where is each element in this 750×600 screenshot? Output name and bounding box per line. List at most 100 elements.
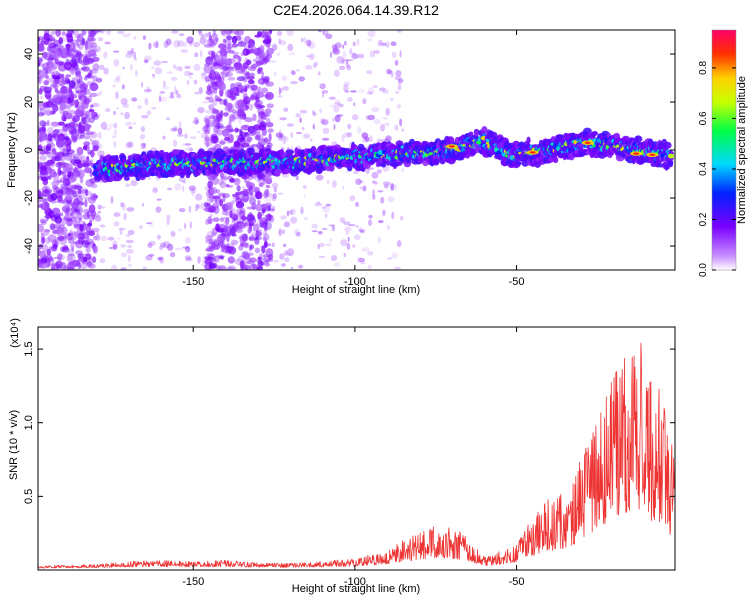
spectrogram-cell (215, 37, 219, 42)
spectrogram-cell (39, 250, 47, 259)
spectrogram-cell (246, 136, 253, 142)
spectrogram-cell (82, 57, 91, 66)
spectrogram-cell (247, 132, 256, 136)
spectrogram-cell (188, 185, 196, 191)
snr-frame (37, 326, 676, 571)
spectrogram-cell (233, 140, 240, 148)
spectrogram-cell (398, 78, 404, 83)
spectrogram-cell (231, 35, 238, 45)
spectrogram-cell (245, 71, 251, 79)
spectrogram-cell (380, 196, 385, 204)
spectrogram-cell (246, 206, 255, 210)
spectrogram-cell (261, 127, 267, 136)
spectrogram-cell (360, 261, 366, 265)
spectrogram-cell (279, 88, 283, 94)
spectrogram-cell (122, 33, 130, 38)
spectrogram-cell (172, 64, 177, 69)
spectrogram-cell (63, 61, 72, 71)
spectrogram-cell (185, 146, 193, 152)
spectrogram-cell (261, 207, 266, 214)
spectrogram-cell (178, 66, 183, 72)
spectrogram-cell (68, 261, 77, 266)
spectrogram-cell (54, 240, 58, 247)
spectrogram-cell (156, 198, 162, 201)
spectrogram-cell (387, 257, 393, 260)
spectrogram-cell (212, 217, 220, 222)
spectrogram-cell (265, 139, 271, 145)
spectrogram-cell (112, 244, 118, 250)
spectrogram-cell (227, 175, 233, 180)
spectrogram-cell (330, 255, 338, 262)
spectrogram-cell (178, 176, 186, 183)
spectrogram-cell (178, 120, 182, 128)
spectrogram-cell (266, 117, 271, 126)
spectrogram-cell (210, 61, 220, 70)
spectrogram-cell (368, 87, 375, 94)
spectrogram-cell (147, 242, 153, 248)
spectrogram-cell (322, 30, 329, 36)
spectrogram-cell (86, 262, 92, 266)
spectrogram-cell (174, 247, 183, 251)
spectrogram-cell (147, 86, 150, 91)
spectrogram-cell (390, 98, 394, 101)
spectrogram-cell (367, 251, 374, 256)
spectrogram-cell (334, 69, 340, 77)
spectrogram-cell (384, 138, 390, 142)
spectrogram-cell (345, 58, 349, 66)
spectrogram-cell (106, 30, 112, 36)
spectrogram-cell (193, 79, 198, 85)
spectrogram-cell (87, 49, 97, 57)
spectrogram-cell (40, 228, 50, 237)
spectrogram-cell (113, 110, 117, 115)
spectrogram-cell (367, 30, 376, 38)
spectrogram-cell (271, 182, 279, 189)
spectrogram-cell (145, 255, 153, 261)
spectrogram-cell (318, 242, 325, 248)
spectrogram-cell (219, 48, 227, 57)
spectrogram-cell (89, 159, 94, 167)
spectrogram-cell (78, 252, 85, 260)
spectrogram-cell (377, 190, 384, 193)
spectrogram-cell (221, 65, 229, 71)
spectrogram-cell (256, 266, 264, 270)
spectrogram-cell (356, 256, 362, 264)
spectrogram-cell (81, 220, 85, 224)
spectrogram-cell (166, 214, 171, 219)
spectrogram-cell (214, 54, 220, 64)
spectrogram-cell (276, 52, 281, 56)
spectrogram-cell (272, 193, 277, 199)
spectrogram-cell (209, 187, 215, 197)
spectrogram-cell (287, 43, 294, 52)
spectrogram-cell (145, 222, 152, 225)
spectrogram-cell (325, 213, 328, 218)
spectrogram-cell (59, 95, 69, 104)
spectrogram-cell (82, 226, 92, 231)
spectrogram-cell (317, 71, 321, 76)
spectrogram-cell (254, 236, 263, 241)
spectrogram-cell (238, 244, 244, 251)
spectrogram-cell (69, 253, 76, 257)
spectrogram-cell (312, 110, 315, 114)
spectrogram-cell (274, 168, 282, 174)
spectrogram-cell (394, 124, 399, 131)
spectrogram-cell (49, 35, 55, 41)
spectrogram-cell (66, 30, 75, 34)
spectrogram-cell (70, 211, 79, 220)
spectrogram-cell (71, 247, 74, 252)
spectrogram-cell (386, 41, 390, 48)
spectrogram-cell (71, 204, 79, 209)
spectrogram-cell (295, 175, 299, 181)
spectrogram-cell (228, 46, 233, 49)
spectrogram-cell (45, 213, 50, 222)
spectrogram-cell (257, 231, 263, 237)
spectrogram-cell (39, 85, 48, 92)
spectrogram-cell (182, 185, 185, 192)
spectrogram-cell (155, 40, 159, 49)
spectrogram-cell (38, 46, 46, 52)
spectrogram-cell (88, 207, 93, 213)
spectrogram-cell (253, 89, 260, 98)
spectrogram-cell (84, 47, 89, 56)
spectrogram-cell (184, 133, 188, 139)
spectrogram-cell (255, 103, 262, 110)
x-tick-label: -100 (344, 576, 366, 588)
